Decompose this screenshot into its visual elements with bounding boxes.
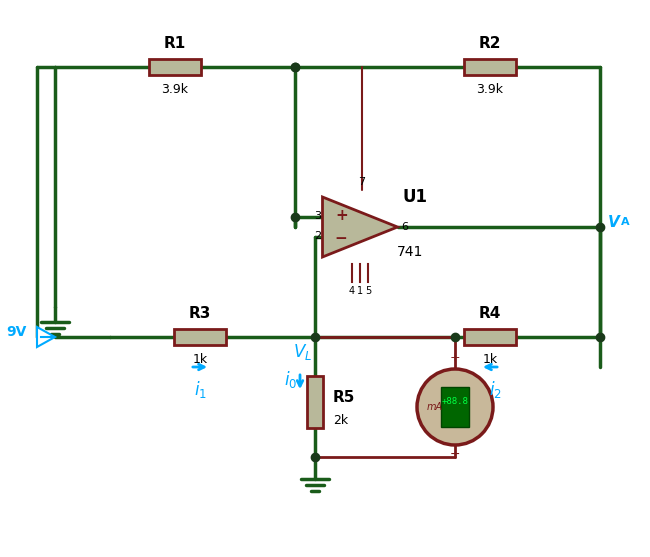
Text: A: A: [621, 217, 630, 227]
Text: 6: 6: [402, 222, 408, 232]
Text: $i_2$: $i_2$: [489, 379, 501, 400]
Text: 741: 741: [396, 245, 423, 259]
Text: R4: R4: [479, 306, 501, 321]
Text: 3.9k: 3.9k: [161, 83, 188, 96]
Text: 9V: 9V: [6, 325, 27, 339]
Text: U1: U1: [402, 188, 428, 206]
Circle shape: [417, 369, 493, 445]
Text: 3.9k: 3.9k: [476, 83, 504, 96]
Text: 2k: 2k: [333, 414, 348, 427]
Text: R3: R3: [188, 306, 211, 321]
Text: +: +: [335, 208, 348, 223]
Polygon shape: [322, 197, 398, 257]
Text: −: −: [450, 448, 460, 461]
Text: 2: 2: [314, 231, 321, 241]
Text: 1k: 1k: [192, 353, 207, 366]
FancyBboxPatch shape: [464, 59, 516, 75]
Text: R2: R2: [479, 36, 501, 51]
Text: 1: 1: [357, 286, 363, 296]
FancyBboxPatch shape: [464, 329, 516, 345]
Text: 5: 5: [365, 286, 371, 296]
Text: 1k: 1k: [482, 353, 497, 366]
FancyBboxPatch shape: [307, 376, 323, 428]
Text: $V_L$: $V_L$: [293, 342, 313, 362]
FancyBboxPatch shape: [149, 59, 201, 75]
FancyBboxPatch shape: [174, 329, 226, 345]
Text: R5: R5: [333, 389, 356, 404]
Text: 4: 4: [349, 286, 355, 296]
Text: +88.8: +88.8: [441, 398, 469, 407]
Text: mA: mA: [427, 402, 443, 412]
Text: $i_0$: $i_0$: [284, 369, 297, 390]
Polygon shape: [37, 327, 55, 347]
Text: V: V: [608, 214, 619, 229]
FancyBboxPatch shape: [441, 387, 469, 427]
Text: 3: 3: [314, 211, 321, 221]
Text: −: −: [335, 231, 348, 246]
Text: $i_1$: $i_1$: [194, 379, 207, 400]
Text: R1: R1: [164, 36, 186, 51]
Text: 7: 7: [358, 177, 365, 187]
Text: +: +: [450, 351, 460, 364]
